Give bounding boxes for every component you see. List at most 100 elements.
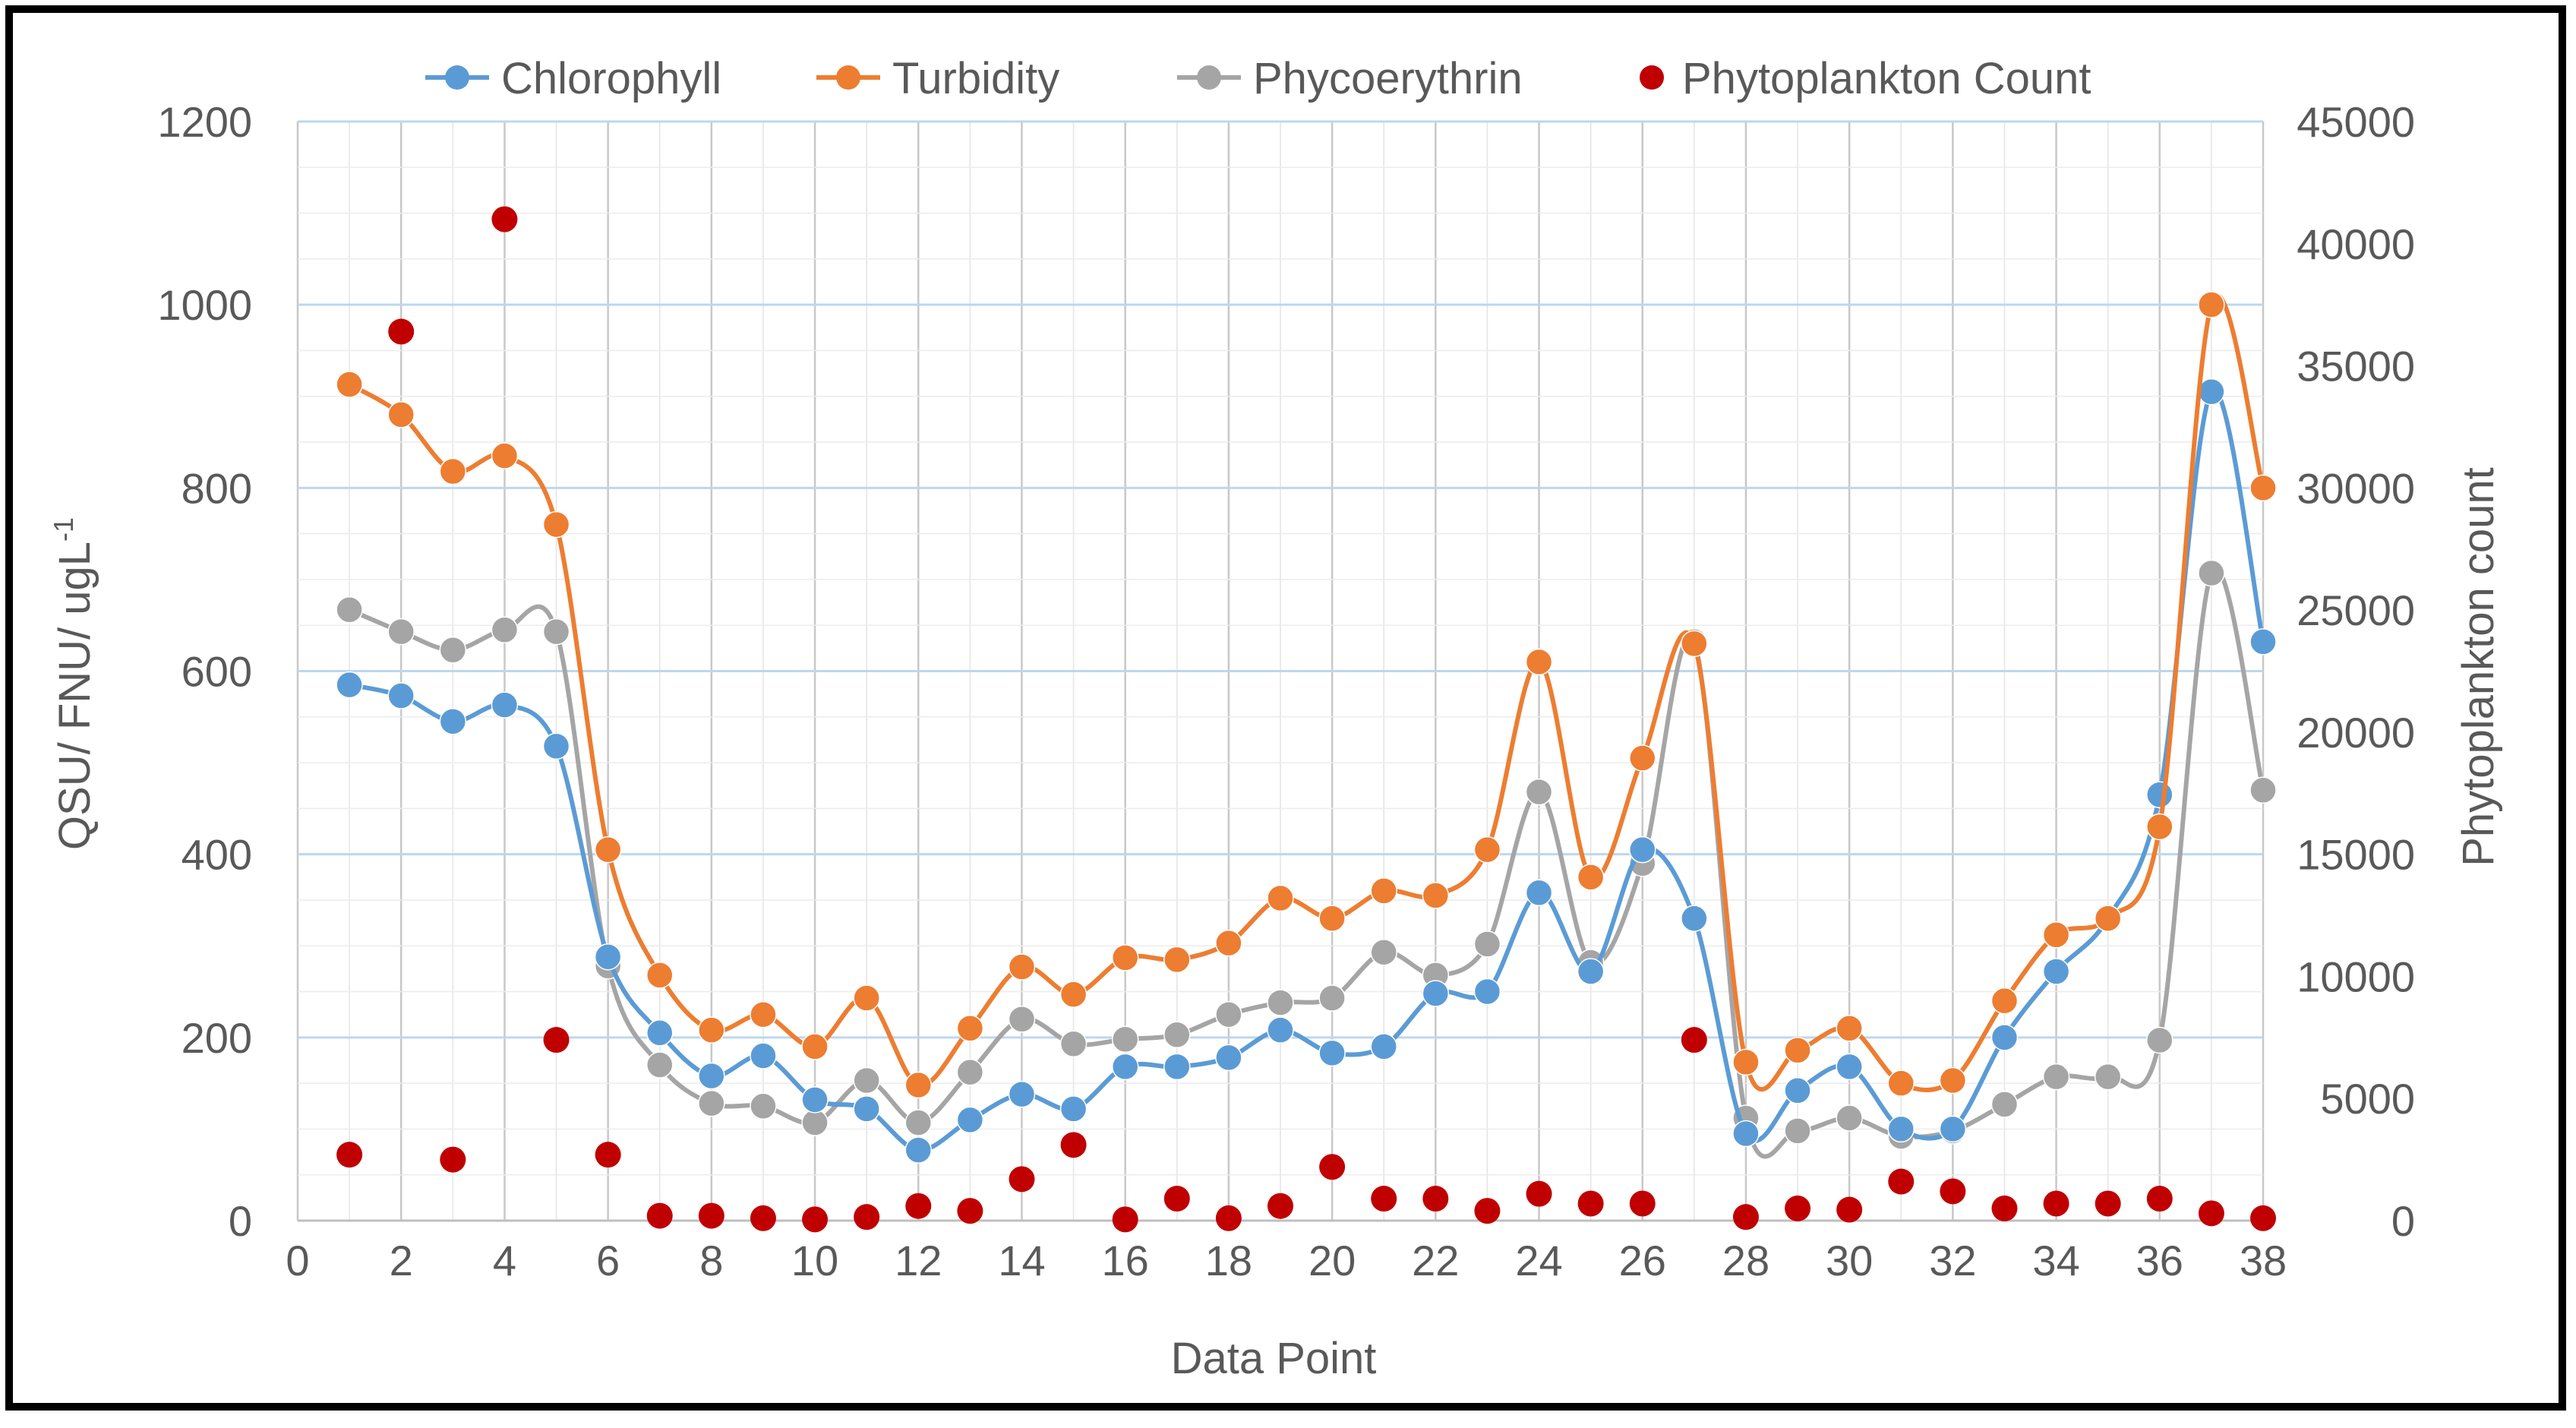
turbidity-point: [2042, 921, 2070, 949]
chlorophyll-point: [1836, 1053, 1863, 1081]
phytoplankton-count-point: [1526, 1180, 1552, 1207]
phycoerythrin-point: [2042, 1063, 2070, 1091]
turbidity-point: [1008, 953, 1036, 981]
phycoerythrin-point: [2094, 1063, 2122, 1091]
phytoplankton-count-point: [543, 1027, 570, 1054]
phycoerythrin-point: [1784, 1117, 1811, 1145]
chlorophyll-point: [2042, 958, 2070, 985]
x-tick-label: 4: [493, 1237, 516, 1284]
chlorophyll-line: [349, 387, 2265, 1153]
legend: Chlorophyll Turbidity Phycoerythrin Phytopl…: [425, 54, 2091, 103]
phycoerythrin-point: [956, 1058, 984, 1086]
y-left-tick-label: 200: [182, 1014, 252, 1062]
phycoerythrin-point: [491, 616, 519, 643]
y-right-tick-label: 25000: [2297, 586, 2415, 634]
chlorophyll-point: [904, 1136, 933, 1164]
chlorophyll-point: [956, 1106, 984, 1134]
chlorophyll-point: [1525, 879, 1553, 907]
phytoplankton-count-point: [1474, 1198, 1501, 1224]
y-left-axis-title-sup: -1: [48, 517, 79, 542]
chlorophyll-point: [594, 943, 622, 971]
phytoplankton-count-point: [2043, 1190, 2069, 1217]
y-right-axis-title-text: Phytoplankton count: [2454, 467, 2503, 867]
turbidity-point: [1267, 884, 1294, 912]
chlorophyll-point: [491, 691, 519, 719]
turbidity-point: [1370, 877, 1397, 905]
turbidity-point: [1422, 882, 1450, 909]
phytoplankton-count-point: [1785, 1195, 1811, 1221]
phytoplankton-count-point: [2250, 1205, 2276, 1231]
turbidity-point: [1784, 1036, 1811, 1064]
x-tick-label: 26: [1619, 1237, 1666, 1284]
turbidity-point: [956, 1015, 984, 1042]
phycoerythrin-point: [1008, 1005, 1036, 1033]
turbidity-point: [1163, 946, 1191, 974]
x-axis-title: Data Point: [1171, 1334, 1377, 1383]
chlorophyll-point: [1681, 905, 1708, 932]
y-right-axis-title: Phytoplankton count: [2454, 467, 2503, 867]
y-right-tick-label: 10000: [2297, 953, 2415, 1000]
phytoplankton-count-point: [1163, 1186, 1190, 1212]
phytoplankton-count-point: [1422, 1186, 1449, 1212]
phycoerythrin-point: [439, 637, 467, 664]
y-right-tick-label: 40000: [2297, 220, 2415, 268]
chlorophyll-point: [387, 682, 415, 709]
phytoplankton-count-point: [698, 1202, 724, 1229]
chlorophyll-point: [1784, 1077, 1811, 1104]
legend-label: Turbidity: [892, 54, 1059, 103]
phycoerythrin-point: [1370, 938, 1397, 966]
turbidity-point: [2249, 474, 2277, 502]
phycoerythrin-point: [1473, 930, 1501, 958]
phycoerythrin-point: [1836, 1104, 1863, 1132]
chart-frame: [5, 5, 2566, 1411]
y-left-tick-label: 1000: [157, 281, 252, 329]
phycoerythrin-point: [542, 618, 570, 646]
phycoerythrin-point: [387, 618, 415, 646]
chlorophyll-point: [1163, 1053, 1191, 1081]
phytoplankton-count-point: [1732, 1204, 1759, 1231]
turbidity-point: [1836, 1015, 1863, 1042]
turbidity-point: [439, 457, 467, 485]
x-tick-label: 30: [1826, 1237, 1873, 1284]
phycoerythrin-point: [1990, 1091, 2019, 1118]
y-right-tick-label: 0: [2391, 1197, 2415, 1245]
y-left-tick-label: 0: [229, 1197, 252, 1245]
phytoplankton-count-point: [750, 1205, 776, 1231]
axis-layer: 0 2 4 6 8 10 12 14 16 18 20 22 24 26 28 30 32 34 36 3802004…: [157, 98, 2415, 1284]
turbidity-point: [491, 442, 519, 469]
legend-marker-swatch: [1640, 65, 1664, 90]
phycoerythrin-point: [853, 1066, 880, 1095]
legend-label: Phycoerythrin: [1253, 54, 1523, 103]
chlorophyll-point: [1267, 1016, 1294, 1044]
x-tick-label: 28: [1722, 1237, 1769, 1284]
y-right-tick-label: 20000: [2297, 709, 2415, 757]
chlorophyll-point: [698, 1062, 725, 1090]
turbidity-point: [1939, 1066, 1967, 1095]
x-tick-label: 34: [2032, 1237, 2079, 1284]
phytoplankton-count-point: [1836, 1196, 1863, 1223]
turbidity-point: [1990, 987, 2019, 1015]
x-tick-label: 0: [286, 1237, 309, 1284]
phytoplankton-count-point: [2146, 1186, 2173, 1212]
chlorophyll-point: [1370, 1033, 1397, 1060]
x-tick-label: 20: [1309, 1237, 1356, 1284]
chlorophyll-point: [646, 1019, 674, 1047]
legend-marker-swatch: [836, 65, 860, 90]
phytoplankton-count-point: [1681, 1027, 1707, 1054]
turbidity-point: [801, 1033, 829, 1060]
phycoerythrin-point: [1215, 1000, 1242, 1028]
y-right-tick-label: 45000: [2297, 98, 2415, 146]
chlorophyll-point: [336, 671, 363, 699]
phycoerythrin-point: [1267, 989, 1294, 1016]
chlorophyll-point: [1318, 1039, 1346, 1067]
x-tick-label: 10: [791, 1237, 838, 1284]
phytoplankton-count-point: [1060, 1132, 1087, 1158]
chlorophyll-point: [801, 1086, 829, 1114]
chlorophyll-point: [542, 732, 570, 760]
phycoerythrin-point: [336, 596, 363, 624]
turbidity-point: [1887, 1069, 1915, 1097]
chlorophyll-point: [1577, 958, 1605, 985]
x-tick-label: 22: [1412, 1237, 1459, 1284]
phycoerythrin-point: [1163, 1021, 1191, 1048]
